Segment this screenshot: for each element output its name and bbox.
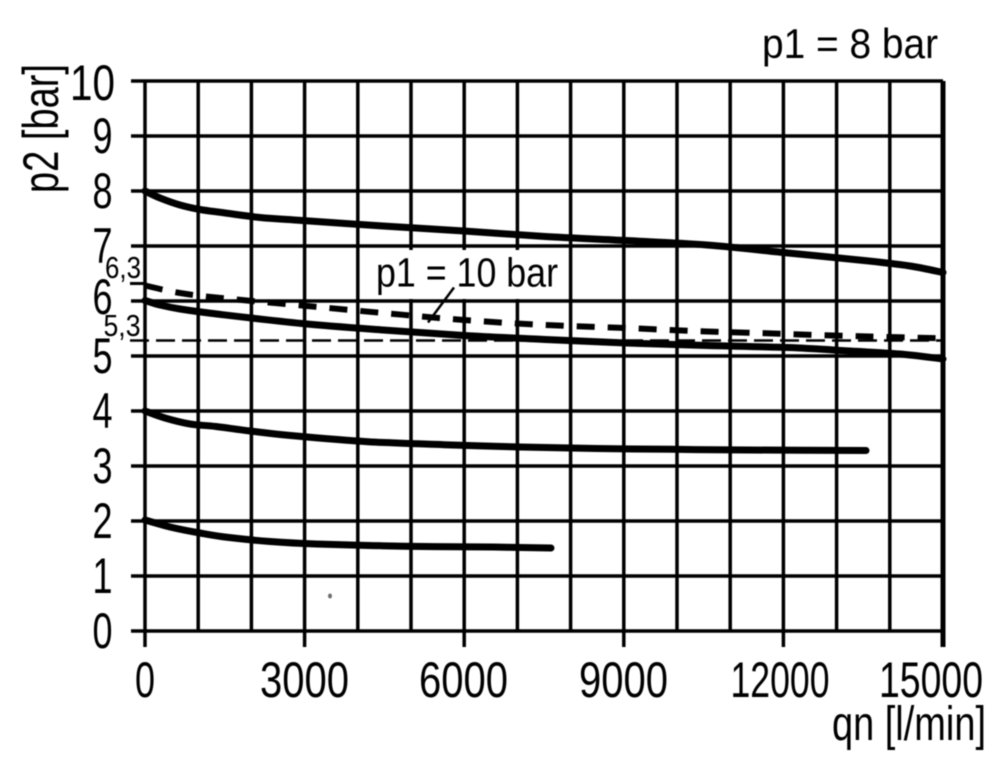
svg-text:6: 6 <box>93 269 113 325</box>
svg-text:7: 7 <box>93 218 113 274</box>
svg-text:0: 0 <box>93 603 113 659</box>
svg-text:p1 = 10 bar: p1 = 10 bar <box>376 250 558 296</box>
svg-text:3000: 3000 <box>260 652 349 708</box>
svg-text:2: 2 <box>93 493 113 549</box>
svg-text:15000: 15000 <box>879 652 983 708</box>
svg-text:6,3: 6,3 <box>105 250 141 285</box>
svg-text:4: 4 <box>93 383 113 439</box>
svg-text:1: 1 <box>93 548 113 604</box>
svg-text:3: 3 <box>93 438 113 494</box>
svg-text:9000: 9000 <box>579 652 668 708</box>
svg-text:8: 8 <box>93 163 113 219</box>
svg-text:p1 = 8 bar: p1 = 8 bar <box>762 20 938 67</box>
svg-text:12000: 12000 <box>731 652 830 708</box>
svg-text:p2 [bar]: p2 [bar] <box>13 64 69 193</box>
svg-text:9: 9 <box>93 108 113 164</box>
svg-text:5: 5 <box>93 328 113 384</box>
svg-text:10: 10 <box>70 55 115 111</box>
svg-text:5,3: 5,3 <box>104 308 141 343</box>
svg-text:qn [l/min]: qn [l/min] <box>832 698 986 751</box>
svg-text:0: 0 <box>135 652 155 708</box>
svg-text:6000: 6000 <box>419 652 508 708</box>
